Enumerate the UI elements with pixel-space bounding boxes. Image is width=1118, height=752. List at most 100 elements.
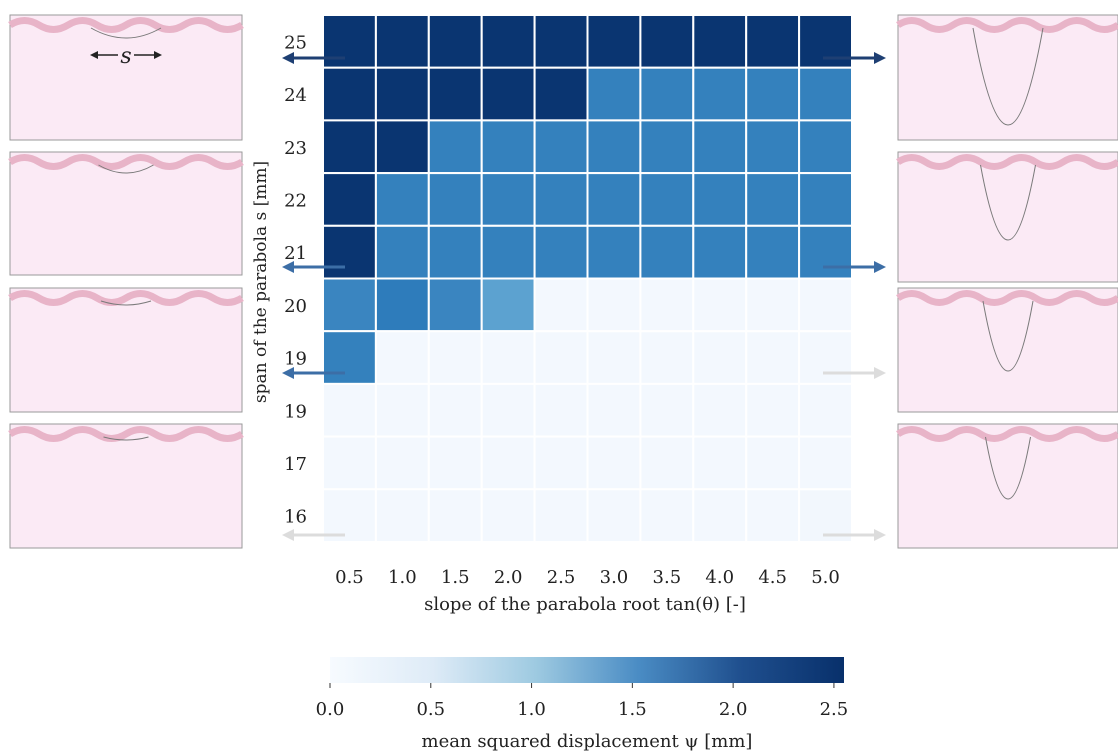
heatmap-cell (798, 382, 853, 438)
heatmap-cell (427, 14, 483, 69)
heatmap-cell (533, 224, 589, 280)
heatmap-cell (427, 119, 483, 175)
wavy-surface (896, 154, 1118, 170)
x-tick-label: 5.0 (811, 567, 840, 588)
heatmap-cell (745, 119, 801, 175)
heatmap-cell (374, 488, 430, 543)
wavy-surface (8, 17, 244, 33)
heatmap-cell (798, 488, 853, 543)
heatmap-cell (745, 435, 801, 491)
wavy-surface (896, 290, 1118, 306)
heatmap-cell (374, 330, 430, 385)
transition-arrowhead (282, 52, 294, 64)
heatmap-cell (639, 382, 695, 438)
transition-arrows (282, 52, 886, 541)
left-schematic-panels: s (8, 14, 244, 549)
heatmap-cell (586, 66, 642, 122)
heatmap-cell (586, 488, 642, 543)
heatmap-cell (374, 277, 430, 333)
x-tick-label: 3.5 (653, 567, 682, 588)
heatmap-cell (322, 172, 377, 227)
heatmap-cell (586, 119, 642, 175)
parabola-cut (90, 27, 162, 39)
heatmap-cell (533, 119, 589, 175)
heatmap-cell (480, 119, 536, 175)
x-tick-labels: 0.5 1.0 1.5 2.0 2.5 3.0 3.5 4.0 4.5 5.0 (335, 567, 840, 588)
heatmap-cell (322, 66, 377, 122)
heatmap-cell (480, 435, 536, 491)
heatmap-cell (798, 66, 853, 122)
heatmap-cell (427, 435, 483, 491)
heatmap-cell (374, 14, 430, 69)
parabola-cut (103, 436, 149, 441)
heatmap-cell (639, 14, 695, 69)
parabola-cut (985, 436, 1031, 500)
heatmap-cell (692, 488, 748, 543)
schematic-panel (9, 423, 243, 549)
heatmap-cell (533, 435, 589, 491)
heatmap-cell (692, 224, 748, 280)
parabola-cut (980, 164, 1036, 241)
y-tick-label: 24 (284, 85, 307, 106)
heatmap-cell (798, 277, 853, 333)
parabola-cut (972, 27, 1044, 126)
transition-arrowhead (282, 261, 294, 273)
heatmap-cell (533, 382, 589, 438)
heatmap-cell (322, 488, 377, 543)
heatmap-cell (374, 224, 430, 280)
heatmap-cell (427, 172, 483, 227)
colorbar-label: mean squared displacement ψ [mm] (422, 731, 753, 752)
schematic-panel (897, 151, 1118, 283)
heatmap-cell (427, 66, 483, 122)
heatmap-cell (692, 172, 748, 227)
y-axis-label: span of the parabola s [mm] (251, 161, 271, 403)
schematic-panel (897, 287, 1118, 413)
heatmap-cell (639, 277, 695, 333)
heatmap-cell (586, 14, 642, 69)
span-symbol-label: s (120, 44, 131, 69)
colorbar-tick-label: 2.5 (820, 699, 849, 720)
colorbar-tick-label: 2.0 (719, 699, 748, 720)
heatmap-cell (480, 382, 536, 438)
heatmap-cell (798, 14, 853, 69)
span-arrowhead-right (154, 51, 162, 59)
heatmap-cell (745, 382, 801, 438)
heatmap-cell (533, 66, 589, 122)
heatmap-cell (427, 224, 483, 280)
wavy-surface (896, 17, 1118, 33)
heatmap-cell (692, 382, 748, 438)
heatmap-cell (639, 224, 695, 280)
heatmap-cell (480, 488, 536, 543)
transition-arrowhead (282, 529, 294, 541)
heatmap-cell (745, 277, 801, 333)
parabola-cut (100, 300, 152, 306)
heatmap-cell (322, 277, 377, 333)
y-tick-label: 16 (284, 507, 307, 528)
y-tick-label: 17 (284, 454, 307, 475)
heatmap-cell (745, 488, 801, 543)
heatmap-cell (745, 66, 801, 122)
y-tick-label: 25 (284, 32, 307, 53)
heatmap-cell (322, 382, 377, 438)
heatmap-cell (480, 14, 536, 69)
x-tick-label: 1.0 (388, 567, 417, 588)
heatmap-cell (322, 14, 377, 69)
heatmap-cell (639, 435, 695, 491)
heatmap-cell (692, 277, 748, 333)
heatmap-cell (798, 172, 853, 227)
colorbar-ticks: 0.0 0.5 1.0 1.5 2.0 2.5 (316, 683, 849, 720)
heatmap-cell (639, 488, 695, 543)
heatmap-cell (798, 435, 853, 491)
x-tick-label: 2.0 (494, 567, 523, 588)
transition-arrowhead (874, 529, 886, 541)
y-tick-label: 19 (284, 349, 307, 370)
heatmap-cell (745, 224, 801, 280)
heatmap-cell (322, 224, 377, 280)
heatmap-cell (480, 224, 536, 280)
x-axis-label: slope of the parabola root tan(θ) [-] (424, 594, 746, 615)
x-tick-label: 4.0 (705, 567, 734, 588)
x-tick-label: 1.5 (441, 567, 470, 588)
heatmap-cell (586, 224, 642, 280)
heatmap-cell (692, 119, 748, 175)
